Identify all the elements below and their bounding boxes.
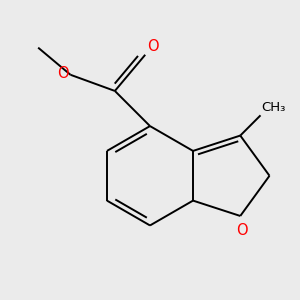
Text: CH₃: CH₃ <box>262 101 286 114</box>
Text: O: O <box>236 223 248 238</box>
Text: O: O <box>147 39 159 54</box>
Text: O: O <box>57 66 69 81</box>
